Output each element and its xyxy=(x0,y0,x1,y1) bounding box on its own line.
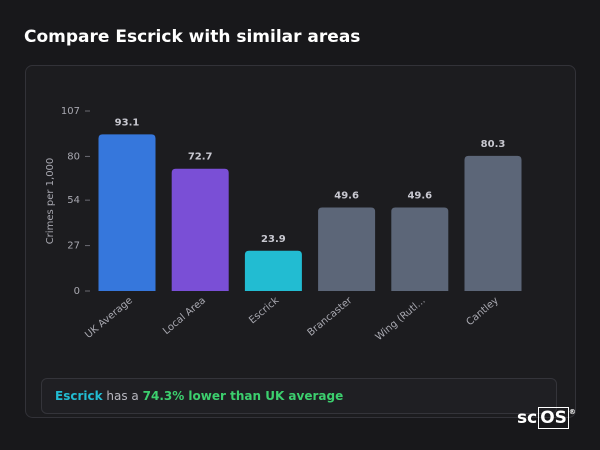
bar xyxy=(318,207,376,291)
logo: sc OS ® xyxy=(517,407,576,429)
value-label: 23.9 xyxy=(261,234,286,245)
logo-mark: ® xyxy=(568,408,576,416)
summary-text: has a xyxy=(106,389,139,403)
summary: Escrick has a 74.3% lower than UK averag… xyxy=(41,378,557,414)
bar xyxy=(464,155,522,291)
logo-main: sc xyxy=(517,408,538,428)
card xyxy=(25,65,576,418)
value-label: 80.3 xyxy=(481,139,506,150)
y-axis-label: Crimes per 1,000 xyxy=(45,158,56,245)
bar xyxy=(98,134,156,291)
y-tick-label: 27 xyxy=(67,241,80,252)
bar xyxy=(171,168,229,291)
y-tick-label: 80 xyxy=(67,151,80,162)
y-tick-label: 107 xyxy=(61,106,80,117)
value-label: 49.6 xyxy=(407,191,432,202)
value-label: 72.7 xyxy=(188,152,213,163)
y-tick-label: 0 xyxy=(74,286,80,297)
summary-area: Escrick xyxy=(55,389,103,403)
page-title: Compare Escrick with similar areas xyxy=(24,27,360,47)
value-label: 93.1 xyxy=(115,117,140,128)
summary-highlight: 74.3% lower than UK average xyxy=(142,389,344,403)
bar xyxy=(244,250,302,291)
value-label: 49.6 xyxy=(334,191,359,202)
logo-boxed: OS xyxy=(538,407,569,429)
bar xyxy=(391,207,449,291)
y-tick-label: 54 xyxy=(67,195,80,206)
